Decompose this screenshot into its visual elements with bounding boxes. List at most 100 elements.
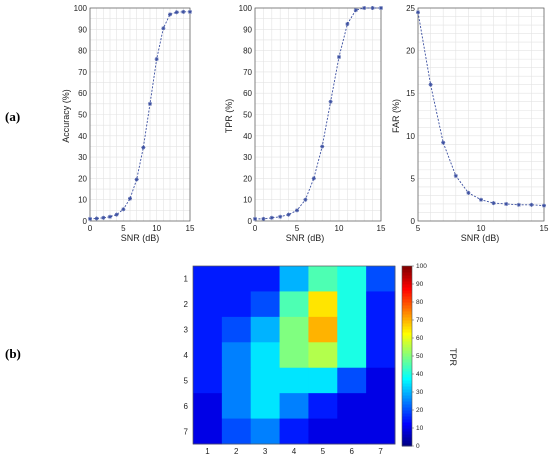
tpr-ytick-label: 70 — [243, 68, 252, 77]
heatmap-frame — [192, 265, 396, 445]
colorbar-segment — [402, 398, 412, 402]
far-ylabel: FAR (%) — [391, 99, 401, 133]
colorbar-segment — [402, 314, 412, 318]
heatmap-xtick-label: 3 — [263, 447, 268, 456]
colorbar-segment — [402, 380, 412, 384]
tpr-chart: TPR (%) SNR (dB) 0 5 10 15 0 10 20 30 40 50 60 70 80… — [224, 4, 386, 243]
far-ytick-label: 0 — [411, 217, 416, 226]
far-ytick-label: 5 — [411, 174, 416, 183]
accuracy-xtick-label: 0 — [88, 224, 93, 233]
colorbar-segment — [402, 368, 412, 372]
colorbar-segment — [402, 323, 412, 327]
heatmap-cell — [250, 393, 280, 419]
far-data-point — [504, 201, 509, 206]
far-data-point — [441, 140, 446, 145]
tpr-ytick-label: 80 — [243, 47, 252, 56]
accuracy-ytick-label: 10 — [78, 196, 87, 205]
tpr-ytick-label: 100 — [239, 4, 253, 13]
colorbar-tick-label: 0 — [416, 443, 420, 450]
heatmap-ytick-label: 1 — [184, 275, 189, 284]
far-data-point — [516, 202, 521, 207]
far-data-point — [428, 82, 433, 87]
heatmap-cell — [366, 316, 396, 343]
accuracy-ytick-label: 20 — [78, 174, 87, 183]
heatmap-cell — [279, 266, 309, 292]
colorbar-segment — [402, 410, 412, 414]
heatmap-cell — [193, 316, 223, 343]
tpr-xlabel: SNR (dB) — [286, 233, 325, 243]
tpr-ytick-label: 30 — [243, 153, 252, 162]
accuracy-ytick-label: 50 — [78, 111, 87, 120]
far-ytick-label: 15 — [406, 89, 415, 98]
colorbar-segment — [402, 332, 412, 336]
tpr-data-point — [269, 215, 274, 220]
colorbar-segment — [402, 275, 412, 279]
far-xtick-label: 5 — [416, 224, 421, 233]
colorbar-segment — [402, 422, 412, 426]
heatmap-cell — [308, 266, 338, 292]
accuracy-data-point — [141, 145, 146, 150]
colorbar-segment — [402, 269, 412, 273]
colorbar-segment — [402, 299, 412, 303]
heatmap-ytick-label: 6 — [184, 402, 189, 411]
heatmap-cell — [308, 393, 338, 419]
tpr-data-point — [345, 21, 350, 26]
heatmap-cell — [193, 342, 223, 369]
accuracy-grid — [89, 7, 191, 222]
heatmap-xtick-label: 1 — [205, 447, 210, 456]
tpr-data-point — [253, 216, 257, 221]
colorbar-segment — [402, 443, 412, 447]
heatmap-cell — [221, 418, 252, 445]
far-ytick-label: 25 — [406, 4, 415, 13]
colorbar-segment — [402, 404, 412, 408]
tpr-ytick-label: 0 — [248, 217, 253, 226]
tpr-data-point — [362, 6, 367, 10]
colorbar-segment — [402, 371, 412, 375]
accuracy-data-point — [174, 10, 179, 15]
heatmap-xtick-label: 6 — [349, 447, 354, 456]
accuracy-ylabel: Accuracy (%) — [61, 89, 71, 143]
accuracy-ytick-label: 90 — [78, 25, 87, 34]
heatmap-cell — [221, 316, 252, 343]
accuracy-axes-box — [89, 7, 191, 222]
colorbar-segment — [402, 305, 412, 309]
heatmap-cell — [337, 418, 367, 445]
colorbar-segment — [402, 416, 412, 420]
colorbar-segment — [402, 386, 412, 390]
colorbar-segment — [402, 338, 412, 342]
accuracy-series-line — [89, 11, 190, 220]
accuracy-data-point — [94, 216, 99, 221]
colorbar-segment — [402, 350, 412, 354]
colorbar-tick-label: 90 — [416, 281, 424, 288]
far-xtick-label: 15 — [540, 224, 549, 233]
tpr-ytick-label: 50 — [243, 111, 252, 120]
heatmap-cell — [337, 342, 367, 369]
tpr-data-point — [353, 8, 358, 13]
colorbar-segment — [402, 428, 412, 432]
colorbar-segment — [402, 377, 412, 381]
tpr-series-line — [255, 7, 381, 220]
heatmap-cell — [221, 367, 252, 394]
colorbar-segment — [402, 392, 412, 396]
colorbar-segment — [402, 296, 412, 300]
colorbar-tick-label: 100 — [416, 263, 427, 270]
heatmap-cell — [193, 367, 223, 394]
colorbar-segment — [402, 302, 412, 306]
far-data-point — [466, 190, 471, 195]
heatmap-cell — [366, 291, 396, 318]
heatmap-cell — [366, 266, 396, 292]
accuracy-xtick-label: 15 — [186, 224, 195, 233]
tpr-ytick-label: 20 — [243, 174, 252, 183]
heatmap-cell — [279, 316, 309, 343]
colorbar-segment — [402, 311, 412, 315]
panel-label-b: (b) — [5, 346, 21, 361]
tpr-data-point — [370, 6, 375, 10]
colorbar-segment — [402, 290, 412, 294]
colorbar-segment — [402, 341, 412, 345]
tpr-data-point — [379, 6, 383, 10]
far-data-point — [529, 202, 534, 207]
heatmap-cell — [366, 367, 396, 394]
heatmap-cell — [221, 393, 252, 419]
tpr-data-point — [328, 99, 333, 104]
colorbar-segment — [402, 356, 412, 360]
